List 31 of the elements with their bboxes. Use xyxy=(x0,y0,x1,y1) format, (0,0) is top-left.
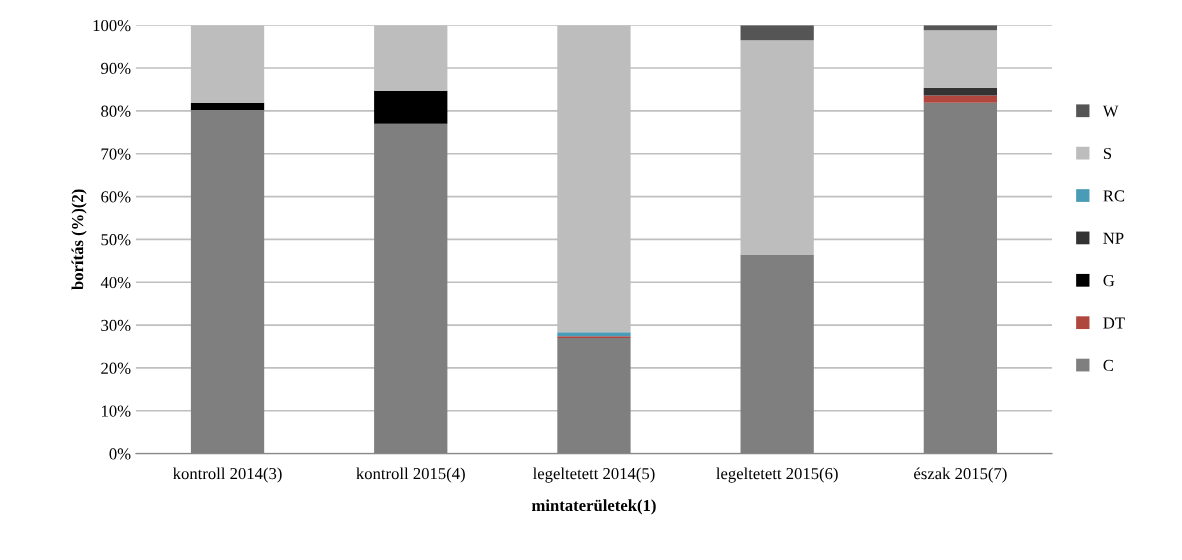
legend-label: DT xyxy=(1103,317,1125,329)
bar xyxy=(740,25,814,41)
x-tick-label: kontroll 2014(3) xyxy=(173,467,282,483)
y-tick-label: 80% xyxy=(101,105,131,117)
y-tick-label: 90% xyxy=(101,62,131,75)
x-axis-title: mintaterületek(1) xyxy=(531,499,656,515)
y-tick-label: 20% xyxy=(101,362,131,374)
y-axis-title: borítás (%)(2) xyxy=(71,189,87,290)
x-tick-label: legeltetett 2015(6) xyxy=(716,467,838,483)
legend-label: RC xyxy=(1103,190,1125,202)
legend-label: W xyxy=(1102,105,1119,117)
y-tick-label: 10% xyxy=(101,405,131,417)
bar xyxy=(923,87,998,96)
bar xyxy=(923,95,998,103)
x-tick-label: legeltetett 2014(5) xyxy=(532,467,655,483)
legend-label: G xyxy=(1103,275,1115,287)
x-tick-label: kontroll 2015(4) xyxy=(356,467,465,483)
legend-label: C xyxy=(1103,359,1114,372)
bar xyxy=(190,102,265,111)
x-tick-label: észak 2015(7) xyxy=(914,467,1007,483)
legend-label: S xyxy=(1103,147,1112,160)
legend-label: NP xyxy=(1103,232,1124,244)
bar xyxy=(557,332,631,337)
y-tick-label: 60% xyxy=(101,191,131,203)
bar xyxy=(374,90,448,124)
y-tick-label: 70% xyxy=(101,148,131,160)
y-tick-label: 50% xyxy=(101,234,131,246)
y-tick-label: 100% xyxy=(93,19,131,32)
y-tick-label: 0% xyxy=(109,448,131,460)
y-tick-label: 30% xyxy=(101,319,131,332)
y-tick-label: 40% xyxy=(100,276,131,289)
